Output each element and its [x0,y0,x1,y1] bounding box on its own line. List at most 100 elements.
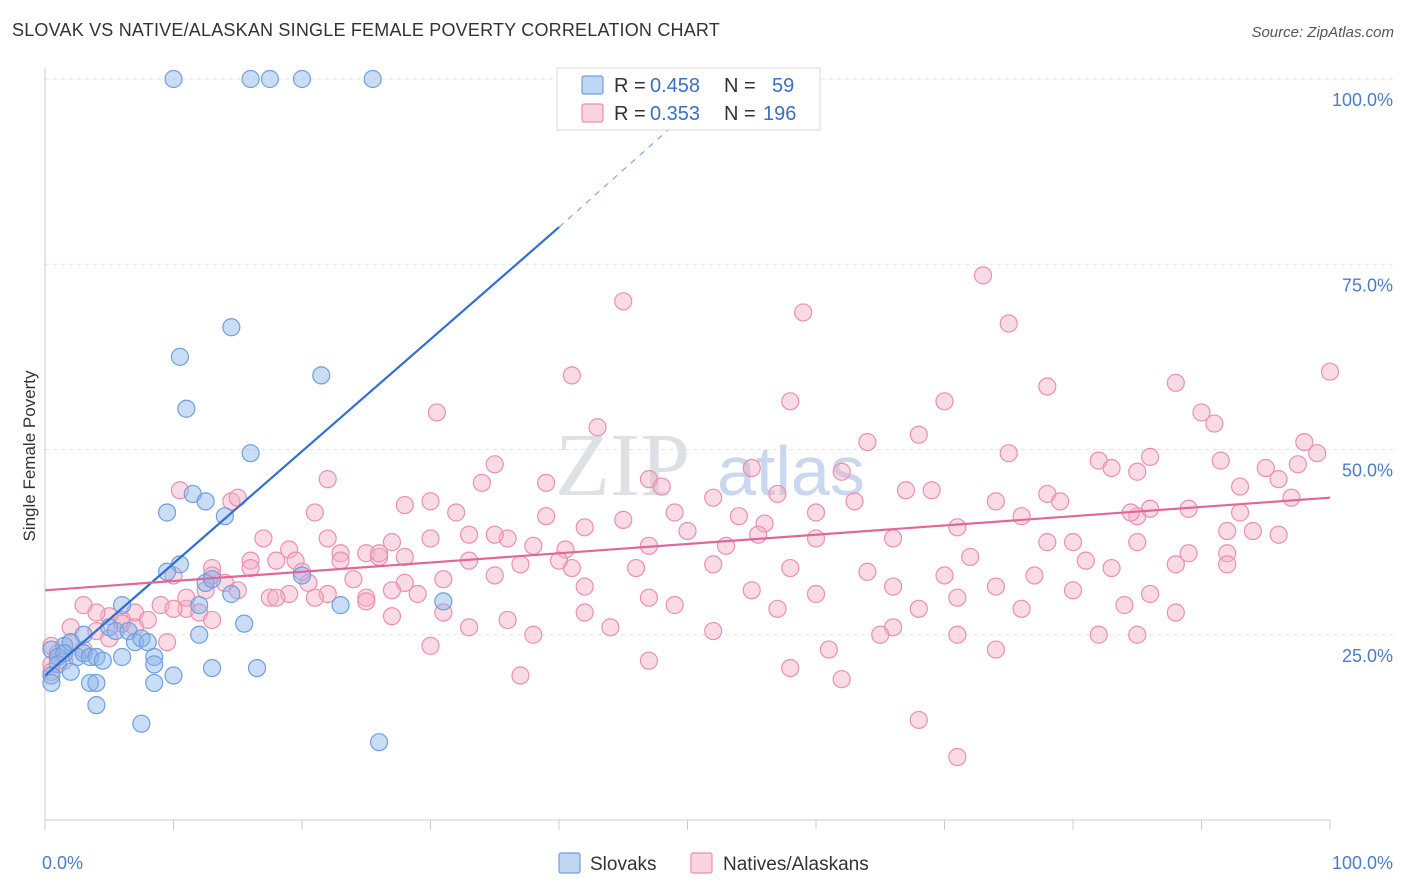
natives-point-14 [1192,403,1211,422]
natives-point-71 [318,529,337,548]
slovaks-point-8 [177,399,196,418]
natives-point-26 [832,462,851,481]
natives-point-88 [1179,544,1198,563]
natives-point-177 [871,625,890,644]
slovaks-point-21 [112,596,132,615]
natives-point-107 [241,551,260,570]
natives-point-161 [459,618,479,637]
natives-point-34 [318,470,337,489]
natives-point-25 [742,458,761,478]
natives-point-29 [1102,458,1121,478]
natives-point-184 [909,710,928,730]
natives-point-7 [1038,377,1057,396]
slovaks-point-16 [292,566,312,585]
natives-point-70 [254,529,273,548]
watermark-atlas: atlas [717,432,865,510]
natives-point-120 [742,581,761,600]
slovaks-point-56 [87,696,106,715]
bottom-legend-swatch-natives [690,852,713,874]
natives-point-58 [729,507,749,526]
slovaks-point-25 [106,621,125,641]
natives-point-84 [961,547,980,567]
slovaks-point-2 [260,69,279,89]
slovaks-point-0 [164,69,183,89]
natives-point-21 [1211,451,1230,470]
slovaks-point-43 [93,651,112,670]
natives-point-56 [614,510,633,529]
watermark: ZIP atlas [555,416,865,515]
natives-point-8 [1166,373,1185,392]
y-tick-label-2: 75.0% [1342,275,1393,295]
slovaks-point-51 [247,658,267,678]
natives-point-130 [260,588,279,607]
natives-point-123 [948,588,967,607]
natives-point-87 [1128,533,1147,552]
slovaks-point-10 [157,503,177,522]
slovaks-point-20 [190,596,209,615]
natives-point-2 [794,303,813,322]
natives-point-62 [948,518,967,537]
natives-point-5 [781,392,800,411]
natives-point-33 [1288,455,1307,474]
natives-point-59 [755,514,774,533]
natives-point-189 [344,570,363,589]
bottom-legend: Slovaks Natives/Alaskans [558,852,869,875]
natives-point-9 [1320,362,1340,381]
natives-point-192 [370,544,389,563]
slovaks-trend-line [44,226,560,677]
natives-point-55 [575,518,594,537]
natives-point-160 [157,633,177,652]
natives-point-52 [421,492,440,511]
tick-labels: 25.0% 50.0% 75.0% 100.0% 0.0% 100.0% [42,90,1393,873]
natives-point-100 [781,558,800,578]
natives-point-178 [986,640,1006,659]
natives-point-30 [1128,462,1147,481]
natives-point-108 [267,551,286,570]
bottom-legend-swatch-slovaks [558,852,581,874]
slovaks-point-5 [222,318,241,337]
natives-point-22 [1256,458,1275,478]
natives-point-17 [1308,444,1327,463]
natives-point-167 [1089,625,1108,644]
slovaks-point-55 [145,673,164,693]
natives-point-147 [498,610,517,630]
natives-point-32 [1269,470,1288,489]
slovaks-point-53 [80,673,100,693]
natives-point-73 [421,529,440,548]
slovaks-point-31 [235,614,254,633]
natives-point-66 [1140,499,1160,518]
legend-n-label-natives: N = [724,103,756,125]
natives-point-57 [665,503,684,522]
natives-point-143 [202,610,222,630]
natives-point-145 [382,607,402,626]
legend-n-label-slovaks: N = [724,75,756,97]
natives-point-122 [883,577,903,596]
natives-point-81 [749,525,768,544]
natives-point-51 [395,495,414,515]
natives-point-60 [806,503,826,522]
slovaks-point-58 [370,733,389,752]
slovaks-point-13 [215,507,234,526]
natives-point-102 [935,566,954,585]
natives-point-69 [1269,525,1288,544]
slovaks-point-52 [42,673,61,693]
natives-point-16 [1295,432,1314,452]
natives-point-152 [1012,599,1031,618]
legend-r-value-slovaks: 0.458 [650,75,700,97]
slovaks-point-19 [222,584,241,604]
natives-point-104 [1102,558,1121,578]
legend-n-value-slovaks: 59 [772,75,794,97]
legend-r-label-natives: R = [614,103,646,125]
natives-point-20 [1140,447,1160,467]
natives-point-15 [1205,414,1224,433]
natives-point-12 [858,432,877,452]
axes [44,68,1331,830]
natives-point-3 [999,314,1018,333]
data-points [42,69,1340,767]
natives-point-6 [935,392,954,411]
slovaks-point-57 [132,714,151,733]
legend-n-value-natives: 196 [763,103,796,125]
slovaks-point-48 [145,655,164,674]
legend-swatch-natives [581,103,604,123]
